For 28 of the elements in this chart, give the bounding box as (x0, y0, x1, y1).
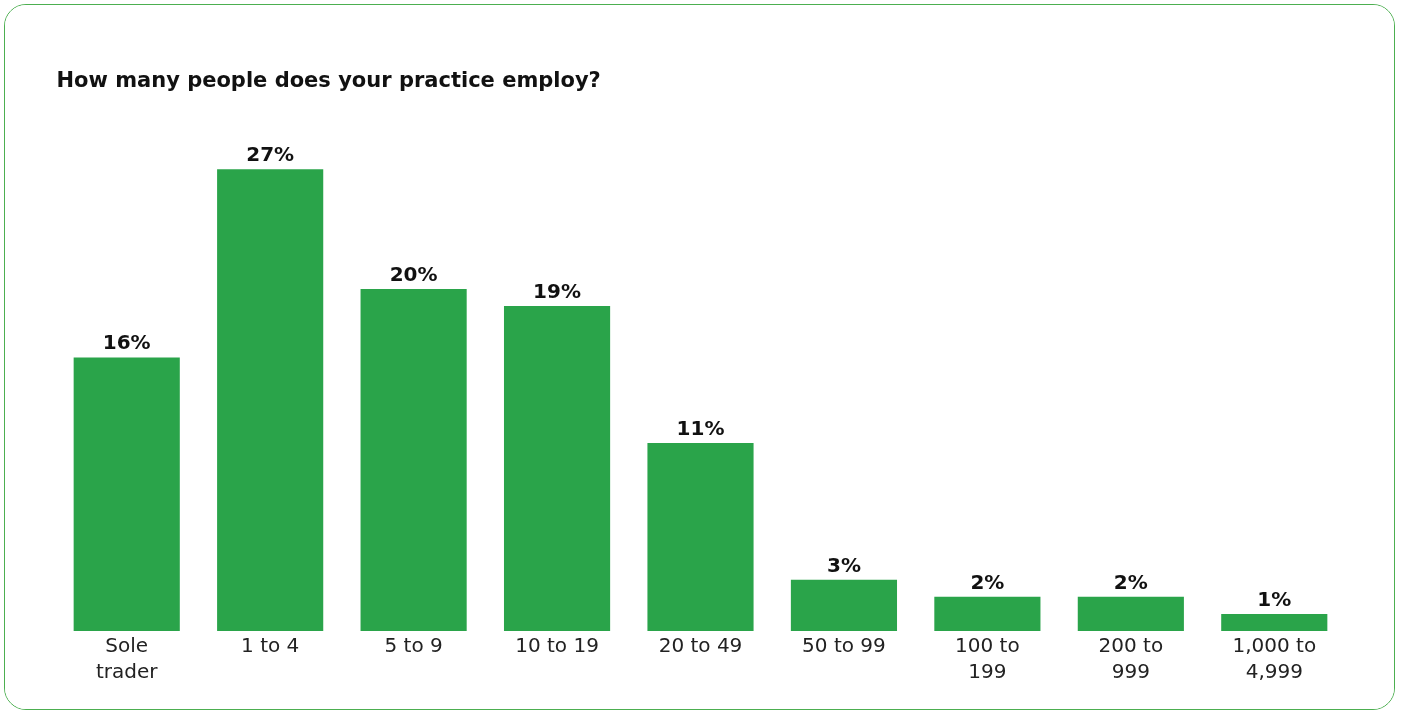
x-tick-label: 1 to 4 (241, 633, 300, 657)
x-tick-label: 50 to 99 (802, 633, 886, 657)
x-tick-label: 10 to 19 (515, 633, 599, 657)
x-tick-label: 200 to 999 (1098, 633, 1164, 683)
data-label: 1% (1257, 586, 1292, 611)
x-tick-label: 1,000 to 4,999 (1232, 633, 1317, 683)
data-label: 3% (826, 552, 861, 577)
data-label: 20% (389, 262, 438, 286)
x-tick-label: 5 to 9 (384, 633, 443, 657)
data-label: 2% (970, 569, 1005, 594)
data-label: 16% (102, 330, 151, 355)
chart-title: How many people does your practice employ? (56, 67, 601, 92)
data-label: 27% (246, 142, 295, 167)
x-tick-label: Sole trader (95, 633, 159, 683)
data-label: 2% (1113, 569, 1148, 594)
bar (503, 306, 611, 631)
bar (934, 596, 1041, 631)
data-label: 11% (676, 415, 725, 440)
x-tick-label: 20 to 49 (658, 633, 743, 657)
bar (360, 289, 467, 631)
bar (1077, 596, 1184, 631)
data-label: 19% (533, 279, 581, 304)
bar (647, 442, 754, 631)
bar (1221, 613, 1328, 631)
bar (790, 579, 898, 631)
x-tick-label: 100 to 199 (955, 633, 1020, 683)
bar (217, 169, 324, 631)
bar (73, 357, 180, 631)
